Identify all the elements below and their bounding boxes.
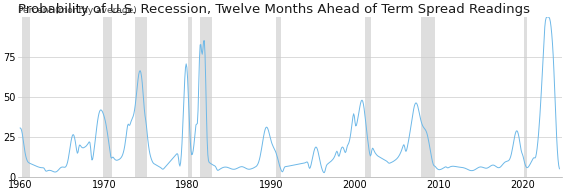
Bar [135, 17, 147, 177]
Bar [365, 17, 371, 177]
Bar [276, 17, 281, 177]
Text: Probability of U.S. Recession, Twelve Months Ahead of Term Spread Readings: Probability of U.S. Recession, Twelve Mo… [18, 3, 530, 16]
Bar [22, 17, 30, 177]
Bar [421, 17, 434, 177]
Text: Percent (monthy average): Percent (monthy average) [18, 6, 137, 15]
Bar [188, 17, 193, 177]
Bar [200, 17, 212, 177]
Bar [524, 17, 527, 177]
Bar [103, 17, 111, 177]
